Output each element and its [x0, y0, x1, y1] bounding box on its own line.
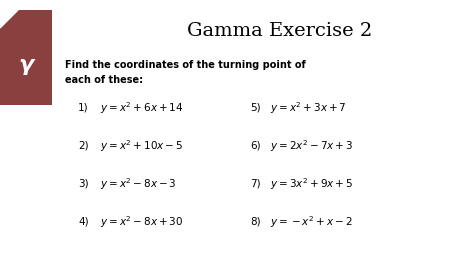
Text: $y=3x^{2}+9x+5$: $y=3x^{2}+9x+5$ — [270, 176, 353, 192]
Text: 3): 3) — [78, 179, 89, 189]
Text: 8): 8) — [250, 217, 261, 227]
Text: $y=2x^{2}-7x+3$: $y=2x^{2}-7x+3$ — [270, 138, 353, 154]
Text: $y=x^{2}+6x+14$: $y=x^{2}+6x+14$ — [100, 100, 183, 116]
Text: 4): 4) — [78, 217, 89, 227]
Text: $y=x^{2}-8x+30$: $y=x^{2}-8x+30$ — [100, 214, 183, 230]
Text: Gamma Exercise 2: Gamma Exercise 2 — [187, 22, 373, 40]
Text: 5): 5) — [250, 103, 261, 113]
Text: 7): 7) — [250, 179, 261, 189]
Text: 1): 1) — [78, 103, 89, 113]
Text: $y=-x^{2}+x-2$: $y=-x^{2}+x-2$ — [270, 214, 353, 230]
Polygon shape — [0, 10, 18, 28]
Text: 6): 6) — [250, 141, 261, 151]
Text: $y=x^{2}+10x-5$: $y=x^{2}+10x-5$ — [100, 138, 183, 154]
Text: $y=x^{2}-8x-3$: $y=x^{2}-8x-3$ — [100, 176, 177, 192]
FancyBboxPatch shape — [0, 10, 52, 105]
Text: $y=x^{2}+3x+7$: $y=x^{2}+3x+7$ — [270, 100, 346, 116]
Text: Find the coordinates of the turning point of
each of these:: Find the coordinates of the turning poin… — [65, 60, 306, 85]
Text: 2): 2) — [78, 141, 89, 151]
Text: γ: γ — [18, 55, 34, 75]
